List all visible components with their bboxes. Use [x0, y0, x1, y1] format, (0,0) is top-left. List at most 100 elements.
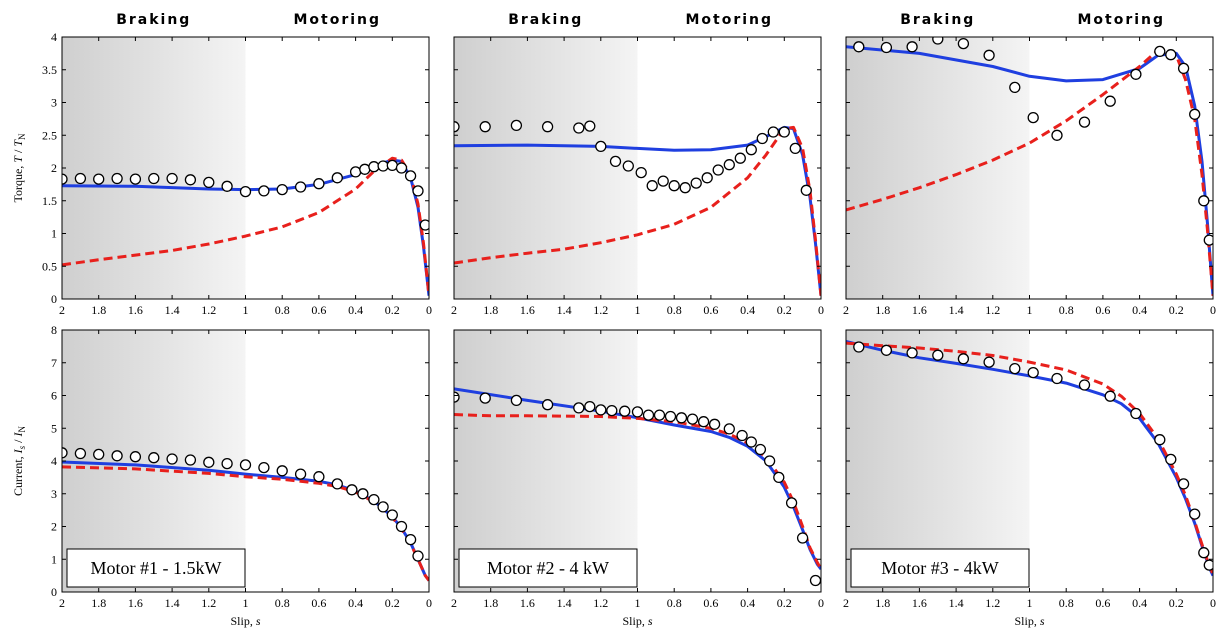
x-axis-label: Slip, s — [622, 614, 652, 628]
measured-point — [595, 404, 607, 416]
measured-point — [1104, 95, 1116, 107]
x-tick-label: 0 — [1210, 303, 1216, 317]
x-tick-label: 0.2 — [385, 303, 400, 317]
measured-point — [932, 349, 944, 361]
measured-point — [239, 185, 252, 198]
x-tick-label: 0 — [818, 303, 824, 317]
x-tick-label: 0 — [1210, 596, 1216, 610]
region-label-braking: Braking — [116, 12, 191, 28]
x-tick-label: 0.2 — [1169, 596, 1184, 610]
measured-point — [642, 409, 655, 421]
measured-point — [377, 501, 389, 513]
measured-point — [690, 177, 702, 189]
y-tick-label: 5 — [51, 421, 57, 435]
x-tick-label: 0.8 — [1059, 303, 1074, 317]
measured-point — [74, 447, 87, 460]
measured-point — [386, 509, 398, 521]
x-tick-label: 1.8 — [483, 596, 498, 610]
measured-point — [906, 41, 918, 53]
measured-point — [412, 185, 424, 197]
x-tick-label: 2 — [59, 303, 65, 317]
x-tick-label: 1 — [1027, 303, 1033, 317]
measured-point — [395, 162, 408, 174]
x-tick-label: 0.4 — [740, 303, 755, 317]
x-tick-label: 1 — [635, 596, 641, 610]
x-tick-label: 0.6 — [1095, 596, 1110, 610]
measured-point — [166, 172, 178, 185]
measured-point — [1009, 362, 1021, 375]
measured-point — [631, 406, 644, 418]
measured-point — [789, 142, 801, 155]
x-tick-label: 1 — [243, 303, 249, 317]
x-axis-label: Slip, s — [1014, 614, 1044, 628]
measured-point — [701, 172, 713, 184]
measured-point — [1177, 478, 1190, 490]
measured-point — [668, 180, 680, 192]
measured-point — [957, 37, 970, 50]
measured-point — [1203, 234, 1213, 246]
x-tick-label: 0.2 — [385, 596, 400, 610]
y-tick-label: 8 — [51, 323, 57, 337]
x-tick-label: 1.2 — [985, 303, 1000, 317]
y-tick-label: 1 — [51, 552, 57, 566]
x-tick-label: 1.4 — [557, 596, 572, 610]
region-label-braking: Braking — [508, 12, 583, 28]
measured-point — [1165, 49, 1177, 61]
series-line-dashed — [846, 48, 1213, 296]
panel-5: 2 1.8 1.6 1.4 1.2 1 0.8 0.6 0.4 0.2 0 Slip, s Motor … — [451, 329, 824, 628]
measured-point — [1189, 508, 1201, 520]
measured-point — [239, 459, 252, 471]
measured-point — [1154, 434, 1166, 446]
measured-point — [221, 457, 233, 470]
measured-point — [646, 180, 658, 192]
x-tick-label: 1.6 — [912, 596, 927, 610]
x-tick-label: 0.2 — [777, 303, 792, 317]
region-label-braking: Braking — [900, 12, 975, 28]
measured-point — [203, 456, 215, 468]
measured-point — [258, 185, 270, 197]
y-tick-label: 4 — [51, 454, 57, 468]
x-tick-label: 2 — [451, 596, 457, 610]
measured-point — [723, 159, 735, 171]
x-tick-label: 0.6 — [1095, 303, 1110, 317]
x-tick-label: 0.4 — [348, 596, 363, 610]
measured-point — [74, 172, 87, 185]
measured-point — [148, 452, 160, 464]
measured-point — [541, 121, 554, 133]
measured-point — [331, 478, 343, 490]
x-tick-label: 1.2 — [201, 303, 216, 317]
panel-4: 2 1.8 1.6 1.4 1.2 1 0.8 0.6 0.4 0.2 0 0 1 2 3 4 5 6 7 8 Curr… — [11, 323, 432, 628]
measured-point — [734, 152, 746, 164]
measured-point — [800, 184, 812, 196]
measured-point — [313, 471, 325, 483]
measured-point — [1130, 68, 1142, 80]
measured-point — [708, 418, 721, 430]
measured-point — [736, 429, 748, 442]
measured-point — [1177, 62, 1190, 75]
measured-point — [606, 404, 618, 417]
measured-point — [129, 451, 142, 463]
measured-point — [1051, 129, 1063, 141]
x-tick-label: 0.8 — [1059, 596, 1074, 610]
measured-point — [622, 160, 634, 172]
measured-point — [62, 447, 68, 459]
measured-point — [404, 533, 417, 546]
y-tick-label: 7 — [51, 356, 57, 370]
measured-point — [258, 461, 270, 474]
measured-point — [778, 126, 790, 138]
measured-point — [686, 413, 699, 425]
measured-point — [368, 493, 380, 506]
measured-point — [573, 122, 585, 134]
x-tick-label: 1.2 — [201, 596, 216, 610]
y-axis-label-torque: Torque, T / TN — [11, 133, 27, 203]
measured-point — [276, 465, 288, 477]
x-tick-label: 0.4 — [348, 303, 363, 317]
x-tick-label: 2 — [843, 596, 849, 610]
measured-point — [404, 170, 417, 182]
measured-point — [712, 164, 724, 176]
measured-point — [1198, 547, 1210, 559]
measured-point — [510, 394, 523, 407]
measured-point — [62, 173, 68, 185]
x-tick-label: 0.6 — [311, 596, 326, 610]
measured-point — [657, 175, 669, 187]
